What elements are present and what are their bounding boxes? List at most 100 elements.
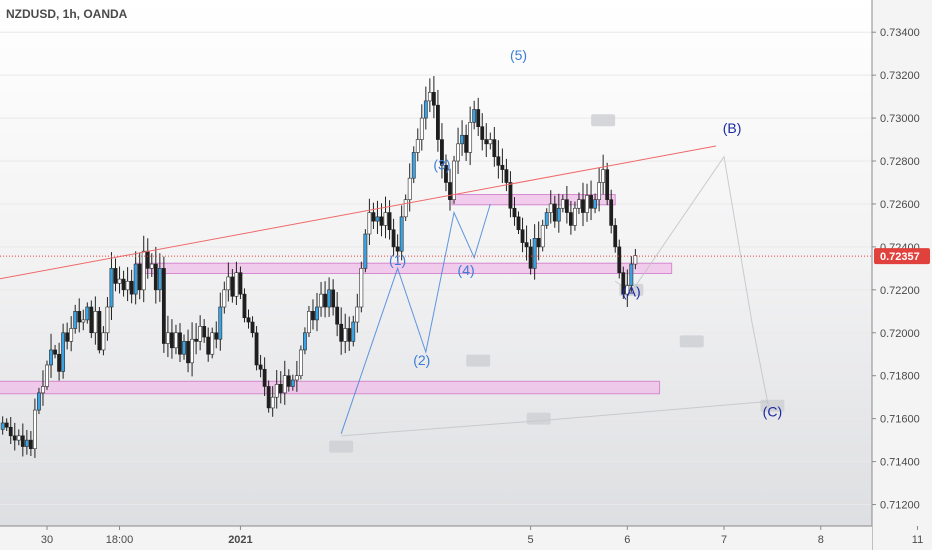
candle-down[interactable]	[57, 353, 61, 372]
candle-down[interactable]	[464, 134, 469, 153]
candle-up[interactable]	[33, 409, 37, 450]
candle-down[interactable]	[238, 272, 243, 295]
candle-down[interactable]	[524, 242, 529, 248]
candle-down[interactable]	[145, 250, 150, 269]
candle-down[interactable]	[12, 435, 17, 441]
candle-down[interactable]	[436, 104, 440, 140]
candle-down[interactable]	[254, 332, 259, 366]
candle-up[interactable]	[125, 280, 130, 291]
candle-up[interactable]	[45, 364, 49, 387]
candle-down[interactable]	[621, 272, 626, 295]
candle-down[interactable]	[391, 229, 396, 248]
candle-down[interactable]	[53, 349, 57, 355]
candle-up[interactable]	[69, 328, 74, 342]
candle-up[interactable]	[298, 349, 303, 377]
candle-down[interactable]	[65, 332, 70, 342]
candle-up[interactable]	[149, 263, 154, 269]
rising-trendline[interactable]	[0, 145, 717, 281]
candle-up[interactable]	[633, 255, 638, 265]
candle-up[interactable]	[41, 386, 45, 394]
candle-down[interactable]	[568, 212, 573, 226]
candle-up[interactable]	[577, 199, 581, 209]
candle-up[interactable]	[403, 199, 408, 218]
candle-up[interactable]	[359, 268, 364, 308]
candle-up[interactable]	[282, 375, 287, 394]
candle-up[interactable]	[419, 117, 424, 140]
candle-down[interactable]	[242, 293, 247, 319]
candle-down[interactable]	[202, 326, 207, 338]
candle-up[interactable]	[190, 338, 194, 364]
candle-down[interactable]	[230, 276, 235, 297]
candle-up[interactable]	[61, 332, 66, 372]
candle-up[interactable]	[597, 182, 602, 200]
candle-up[interactable]	[468, 122, 473, 153]
candle-up[interactable]	[226, 276, 231, 291]
candle-down[interactable]	[613, 225, 618, 248]
candle-down[interactable]	[286, 375, 291, 387]
candle-up[interactable]	[407, 177, 412, 200]
candle-down[interactable]	[28, 439, 33, 450]
candle-down[interactable]	[431, 92, 436, 106]
candle-up[interactable]	[222, 289, 227, 308]
candle-down[interactable]	[4, 422, 9, 428]
candle-up[interactable]	[452, 160, 456, 200]
candle-down[interactable]	[605, 169, 610, 200]
candle-up[interactable]	[375, 216, 380, 222]
candle-up[interactable]	[488, 139, 493, 145]
candle-down[interactable]	[444, 165, 448, 183]
candle-down[interactable]	[161, 268, 166, 344]
candle-up[interactable]	[540, 225, 545, 248]
candle-down[interactable]	[500, 165, 505, 170]
candle-down[interactable]	[492, 139, 497, 158]
candle-up[interactable]	[24, 439, 29, 447]
candle-down[interactable]	[387, 212, 392, 231]
candle-up[interactable]	[427, 92, 432, 102]
candle-up[interactable]	[367, 212, 372, 235]
candle-down[interactable]	[214, 332, 219, 340]
candle-down[interactable]	[153, 263, 158, 291]
candle-up[interactable]	[166, 332, 170, 344]
candle-down[interactable]	[266, 386, 271, 409]
candle-up[interactable]	[423, 100, 428, 119]
candle-down[interactable]	[89, 306, 94, 334]
candle-up[interactable]	[307, 311, 311, 334]
candle-down[interactable]	[170, 332, 174, 349]
candle-down[interactable]	[262, 368, 267, 387]
candle-up[interactable]	[270, 396, 275, 409]
candle-down[interactable]	[121, 278, 126, 291]
candle-up[interactable]	[472, 109, 477, 123]
candle-down[interactable]	[20, 435, 25, 447]
candle-up[interactable]	[218, 306, 223, 340]
candle-up[interactable]	[343, 328, 348, 342]
candle-up[interactable]	[141, 250, 146, 291]
candle-down[interactable]	[77, 311, 82, 323]
candle-up[interactable]	[49, 349, 53, 366]
candle-down[interactable]	[137, 263, 142, 291]
candle-up[interactable]	[37, 392, 41, 411]
candle-down[interactable]	[589, 195, 593, 209]
candle-down[interactable]	[8, 426, 13, 437]
candle-down[interactable]	[113, 268, 118, 284]
candle-up[interactable]	[456, 143, 460, 162]
candle-down[interactable]	[347, 328, 352, 342]
candle-up[interactable]	[363, 233, 368, 269]
candle-down[interactable]	[339, 323, 344, 342]
candle-up[interactable]	[81, 319, 86, 323]
candle-down[interactable]	[323, 293, 327, 308]
candle-down[interactable]	[278, 384, 283, 394]
candle-down[interactable]	[440, 139, 444, 166]
candle-down[interactable]	[512, 207, 517, 218]
candle-up[interactable]	[0, 422, 5, 430]
candle-down[interactable]	[516, 216, 521, 231]
candle-up[interactable]	[629, 263, 634, 286]
candle-down[interactable]	[258, 364, 263, 370]
candle-up[interactable]	[560, 199, 565, 209]
candle-up[interactable]	[319, 293, 323, 308]
candle-down[interactable]	[609, 199, 614, 226]
candle-up[interactable]	[548, 203, 553, 213]
candle-up[interactable]	[303, 332, 307, 351]
candle-up[interactable]	[351, 321, 356, 342]
candle-down[interactable]	[480, 126, 485, 140]
candle-up[interactable]	[585, 195, 589, 213]
candle-up[interactable]	[544, 212, 549, 226]
